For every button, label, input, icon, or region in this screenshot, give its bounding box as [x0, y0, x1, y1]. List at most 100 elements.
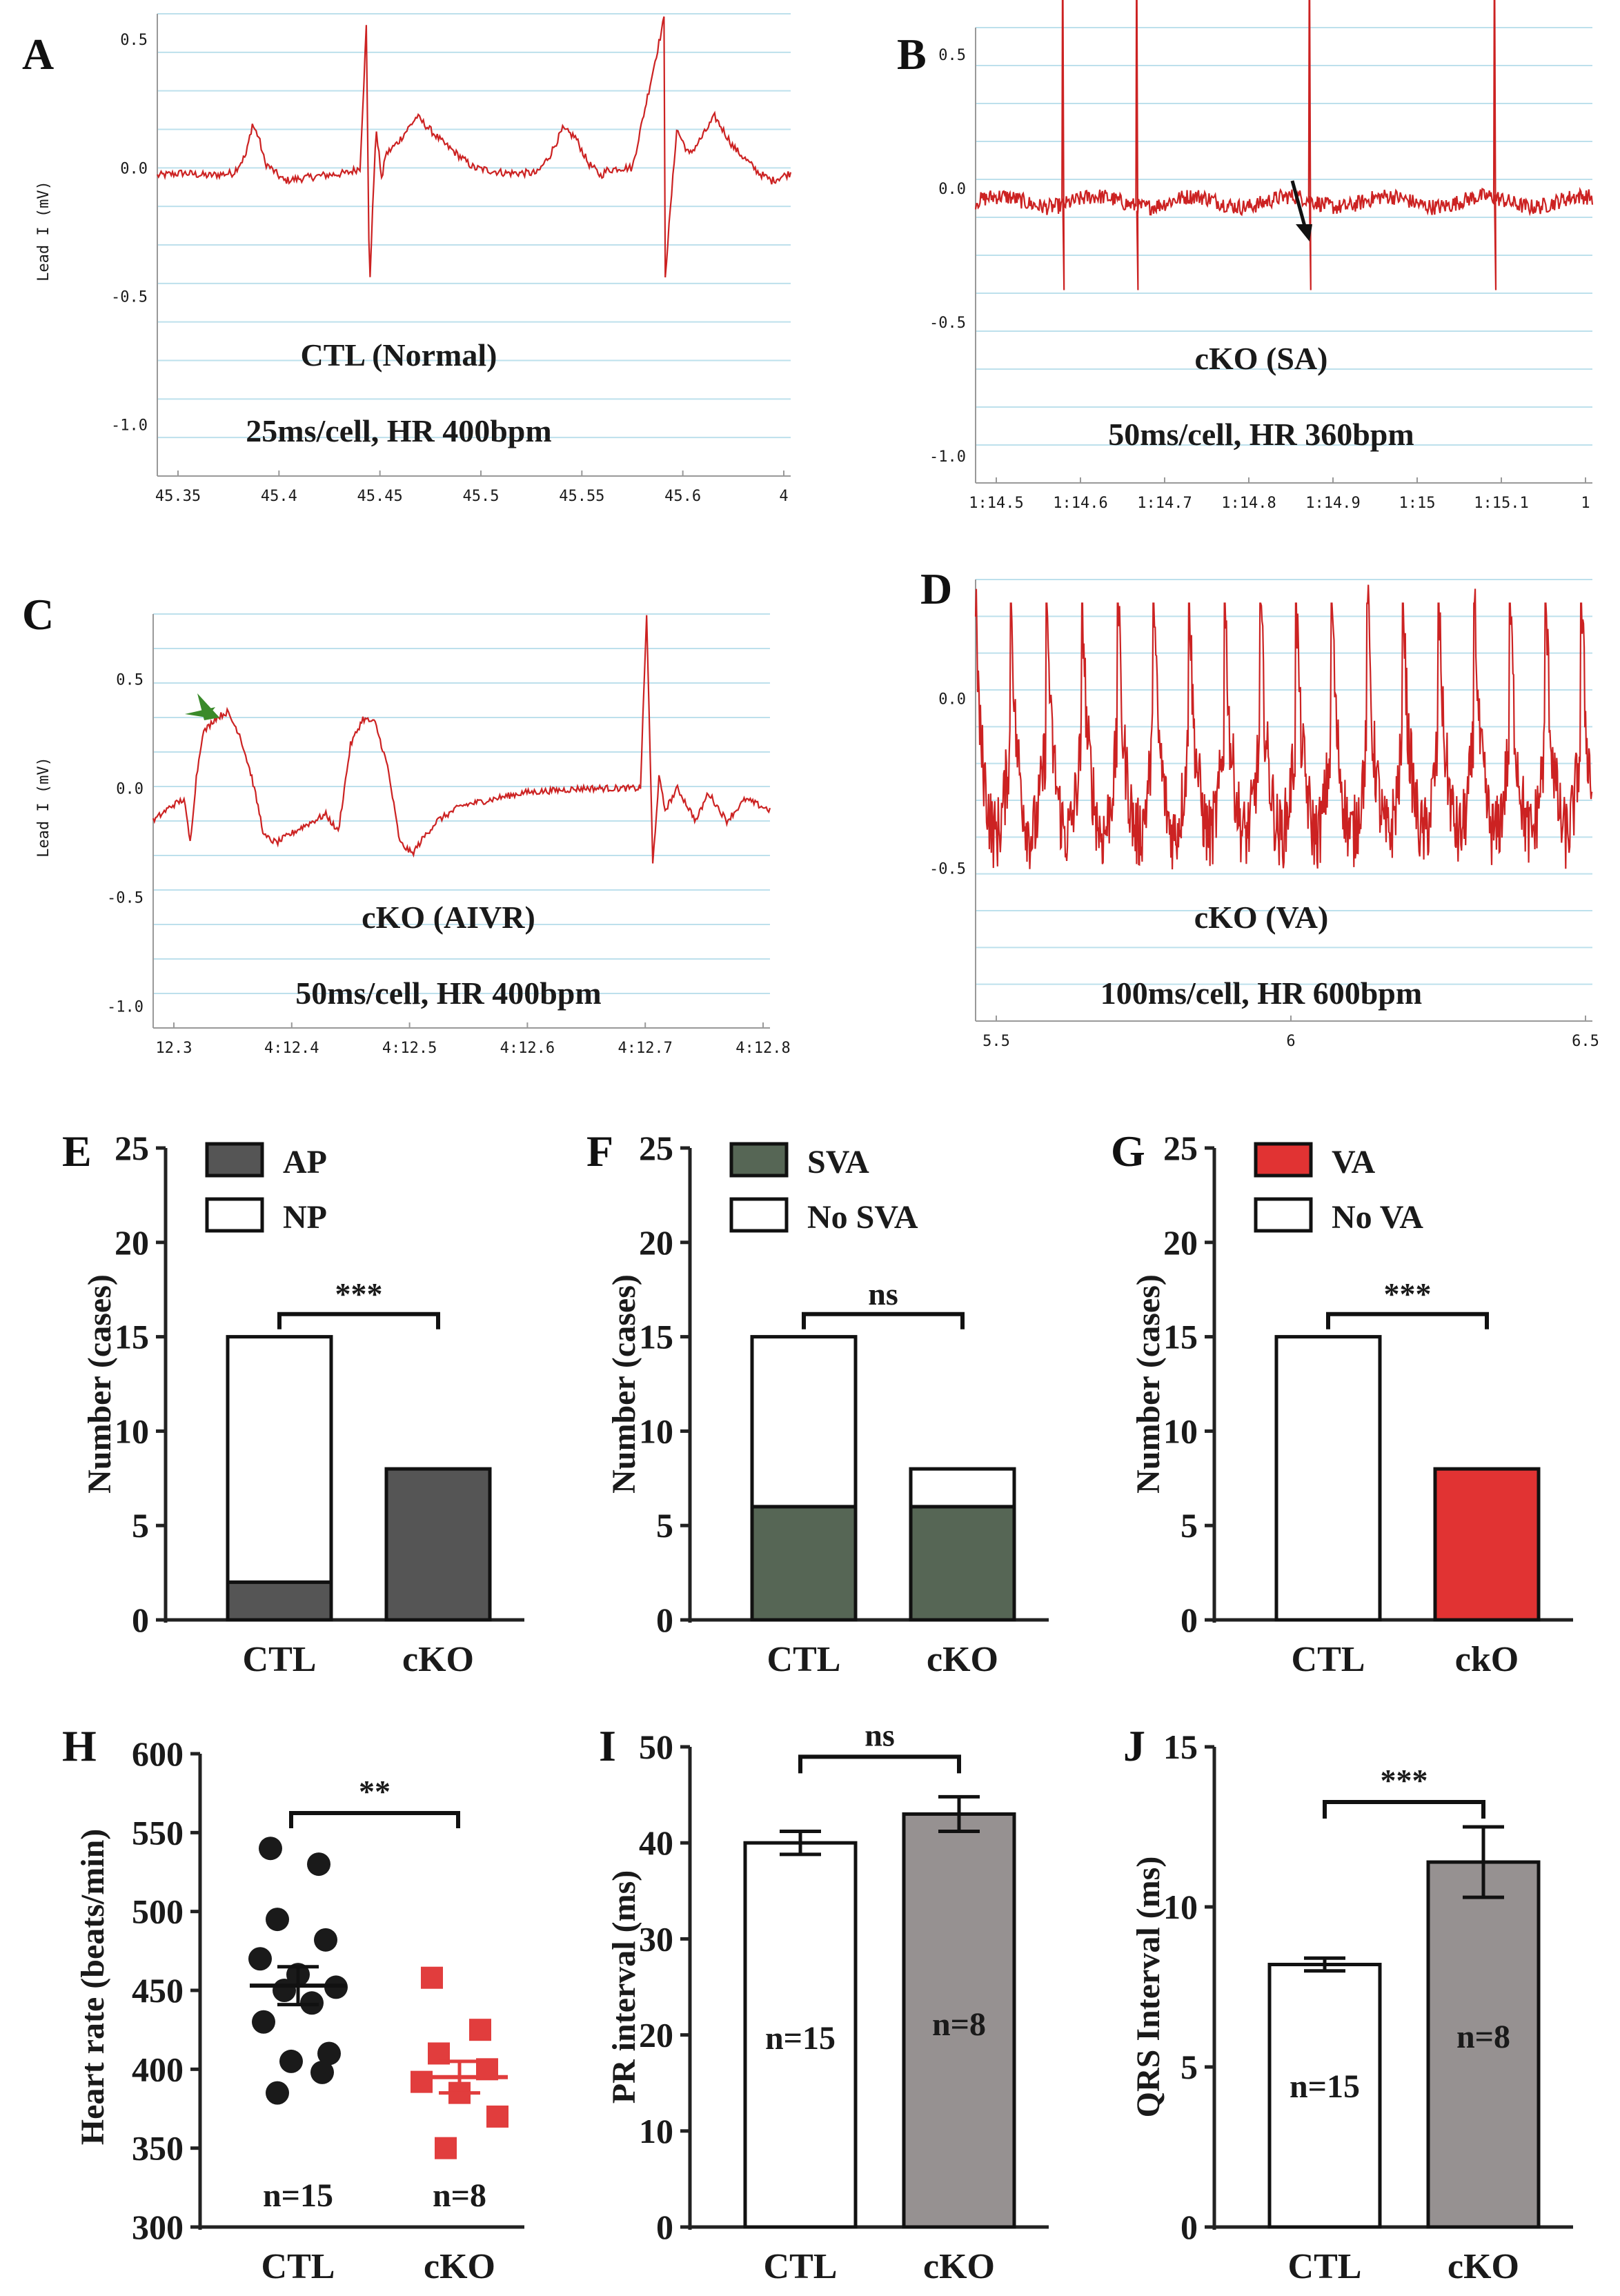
y-axis-label-J: QRS Interval (ms) — [1130, 1857, 1167, 2118]
x-tick-label-G: ckO — [1455, 1640, 1519, 1679]
y-tick-label-I: 40 — [639, 1823, 673, 1862]
x-tick-label-H: CTL — [261, 2247, 335, 2286]
y-tick-label-B: 0.0 — [938, 181, 966, 198]
panel-label-A: A — [22, 30, 54, 79]
y-axis-label-E: Number (cases) — [81, 1274, 118, 1494]
x-tick-label-C: 4:12.5 — [382, 1040, 437, 1057]
data-point-CTL — [310, 2060, 334, 2084]
x-tick-label-B: 1:14.8 — [1221, 495, 1276, 512]
data-point-cKO — [469, 2019, 491, 2041]
x-tick-label-B: 1:15 — [1399, 495, 1436, 512]
legend-label-F-0: SVA — [807, 1144, 869, 1180]
ecg-subtitle-B: 50ms/cell, HR 360bpm — [1108, 417, 1414, 452]
y-tick-label-J: 15 — [1163, 1728, 1198, 1766]
arrowhead-icon — [1296, 224, 1312, 241]
bar-J-CTL — [1267, 1963, 1382, 2229]
ecg-subtitle-D: 100ms/cell, HR 600bpm — [1100, 976, 1422, 1011]
y-tick-label-A: -1.0 — [111, 417, 148, 435]
y-tick-label-G: 5 — [1181, 1506, 1198, 1545]
n-label-I: n=8 — [932, 2006, 986, 2043]
legend-swatch-E-1 — [205, 1197, 264, 1233]
data-point-CTL — [317, 2041, 341, 2066]
y-axis-label-G: Number (cases) — [1130, 1274, 1167, 1494]
y-tick-label-J: 5 — [1181, 2048, 1198, 2086]
significance-bracket-G — [1326, 1312, 1489, 1329]
y-tick-label-H: 300 — [132, 2208, 184, 2246]
bar-E-cKO-lower — [384, 1467, 492, 1622]
x-tick-label-A: 45.35 — [155, 488, 201, 505]
y-tick-label-E: 20 — [115, 1223, 149, 1262]
ecg-title-B: cKO (SA) — [1195, 341, 1328, 376]
x-tick-label-A: 45.5 — [463, 488, 500, 505]
bar-F-CTL-lower — [750, 1505, 858, 1622]
x-tick-label-J: CTL — [1288, 2247, 1362, 2286]
x-tick-label-B: 1:14.6 — [1053, 495, 1107, 512]
x-tick-label-C: 4:12.4 — [264, 1040, 319, 1057]
y-tick-label-B: 0.5 — [938, 47, 966, 64]
x-tick-label-I: CTL — [764, 2247, 838, 2286]
x-tick-label-F: cKO — [927, 1640, 998, 1679]
y-axis-label-H: Heart rate (beats/min) — [75, 1829, 111, 2146]
x-tick-label-H: cKO — [424, 2247, 495, 2286]
y-tick-label-I: 20 — [639, 2016, 673, 2055]
y-axis-label-I: PR interval (ms) — [606, 1870, 642, 2104]
x-tick-label-D: 6 — [1286, 1033, 1295, 1050]
x-tick-label-D: 5.5 — [982, 1033, 1010, 1050]
ecg-trace-B — [974, 0, 1594, 290]
significance-label-H: ** — [359, 1774, 391, 1809]
panel-label-I: I — [599, 1721, 616, 1770]
legend-label-G-0: VA — [1332, 1144, 1375, 1180]
x-tick-label-A: 4 — [779, 488, 788, 505]
x-tick-label-J: cKO — [1448, 2247, 1519, 2286]
legend-label-E-0: AP — [283, 1144, 327, 1180]
panel-label-H: H — [62, 1721, 97, 1770]
data-point-CTL — [259, 1837, 282, 1861]
y-tick-label-B: -1.0 — [929, 448, 966, 466]
x-tick-label-E: cKO — [402, 1640, 474, 1679]
legend-label-G-1: No VA — [1332, 1199, 1423, 1236]
y-tick-label-E: 5 — [132, 1506, 149, 1545]
data-point-cKO — [411, 2070, 433, 2093]
y-tick-label-C: 0.0 — [116, 781, 144, 798]
y-tick-label-J: 10 — [1163, 1888, 1198, 1926]
y-tick-label-F: 5 — [656, 1506, 673, 1545]
panel-label-D: D — [920, 564, 952, 613]
y-tick-label-H: 400 — [132, 2050, 184, 2088]
significance-bracket-J — [1323, 1800, 1485, 1819]
data-point-CTL — [307, 1852, 330, 1877]
bar-F-cKO-lower — [909, 1505, 1016, 1622]
y-axis-label-A: Lead I (mV) — [35, 181, 52, 281]
y-tick-label-A: 0.5 — [120, 32, 148, 49]
panel-label-J: J — [1123, 1721, 1145, 1770]
n-label-J: n=8 — [1456, 2019, 1510, 2055]
y-tick-label-H: 450 — [132, 1971, 184, 2010]
y-tick-label-H: 600 — [132, 1734, 184, 1773]
y-tick-label-G: 25 — [1163, 1129, 1198, 1167]
ecg-title-A: CTL (Normal) — [301, 337, 497, 373]
panel-label-B: B — [897, 30, 927, 79]
y-tick-label-I: 50 — [639, 1728, 673, 1766]
x-tick-label-B: 1:14.5 — [969, 495, 1023, 512]
panel-label-C: C — [22, 590, 54, 639]
x-tick-label-A: 45.4 — [261, 488, 297, 505]
data-point-CTL — [252, 2010, 275, 2034]
legend-swatch-G-1 — [1254, 1197, 1313, 1233]
panel-label-E: E — [62, 1127, 92, 1176]
data-point-CTL — [266, 1908, 289, 1932]
y-tick-label-E: 15 — [115, 1318, 149, 1356]
y-tick-label-J: 0 — [1181, 2208, 1198, 2246]
ecg-subtitle-A: 25ms/cell, HR 400bpm — [246, 413, 551, 448]
x-tick-label-B: 1:14.9 — [1305, 495, 1360, 512]
x-tick-label-B: 1:14.7 — [1137, 495, 1192, 512]
y-tick-label-D: 0.0 — [938, 691, 966, 708]
y-tick-label-C: -1.0 — [107, 998, 144, 1016]
n-label-CTL: n=15 — [263, 2177, 333, 2214]
y-tick-label-E: 0 — [132, 1601, 149, 1639]
data-point-CTL — [279, 2049, 303, 2073]
ecg-title-C: cKO (AIVR) — [362, 900, 535, 935]
panel-label-G: G — [1111, 1127, 1145, 1176]
bar-F-cKO-upper — [909, 1467, 1016, 1509]
x-tick-label-C: 12.3 — [156, 1040, 192, 1057]
y-tick-label-H: 500 — [132, 1892, 184, 1931]
